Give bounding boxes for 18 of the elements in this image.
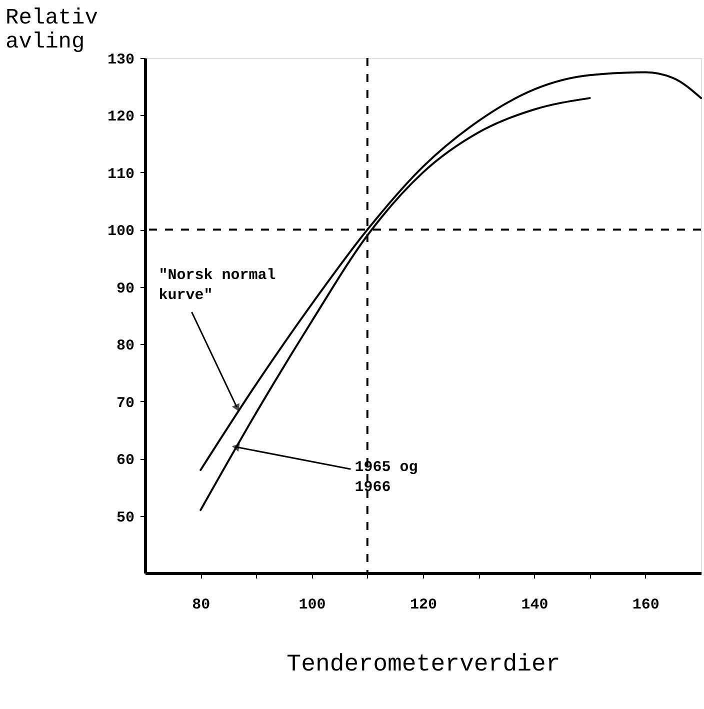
y-tick-label: 80 [116, 338, 134, 355]
y-tick-label: 130 [107, 52, 134, 68]
y-axis-title: Relativ avling [6, 6, 98, 54]
y-tick-label: 100 [107, 223, 134, 240]
x-tick-label: 100 [298, 596, 326, 614]
x-tick-label: 80 [192, 596, 210, 614]
y-tick-label: 110 [107, 166, 134, 183]
annotation: "Norsk normal kurve" [158, 267, 276, 304]
x-axis-title: Tenderometerverdier [286, 652, 560, 678]
y-tick-label: 120 [107, 108, 134, 126]
y-tick-label: 90 [116, 280, 134, 298]
x-tick-label: 160 [632, 596, 660, 614]
x-tick-label: 140 [521, 596, 548, 614]
x-tick-label: 120 [410, 596, 438, 614]
y-tick-label: 70 [116, 394, 134, 412]
y-tick-label: 60 [116, 452, 134, 470]
y-tick-label: 50 [116, 509, 134, 526]
annotation: 1965 og 1966 [354, 459, 418, 496]
